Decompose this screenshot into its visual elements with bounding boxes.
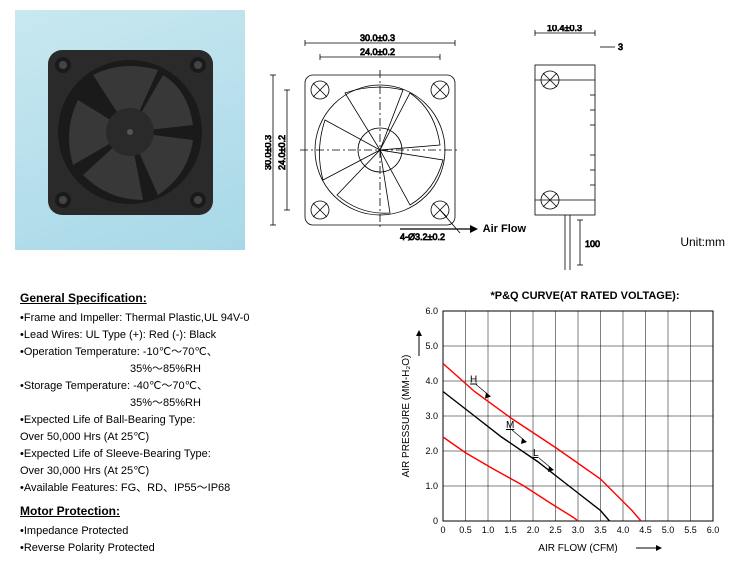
- svg-text:3.0: 3.0: [572, 525, 585, 535]
- front-view-drawing: 30.0±0.3 24.0±0.2 30.0±0.3 24.0±0.2: [265, 25, 475, 275]
- side-view-drawing: 10.4±0.3 3 100: [505, 25, 665, 275]
- svg-text:2.0: 2.0: [527, 525, 540, 535]
- svg-text:100: 100: [585, 239, 600, 249]
- svg-text:6.0: 6.0: [707, 525, 720, 535]
- svg-text:5.5: 5.5: [684, 525, 697, 535]
- svg-text:5.0: 5.0: [662, 525, 675, 535]
- spec-item: •Storage Temperature: -40℃～70℃、: [20, 379, 370, 395]
- svg-text:1.5: 1.5: [504, 525, 517, 535]
- svg-text:2.5: 2.5: [549, 525, 562, 535]
- svg-text:AIR FLOW (CFM): AIR FLOW (CFM): [538, 543, 617, 554]
- pq-curve-chart: *P&Q CURVE(AT RATED VOLTAGE): 0 0.5 1.0 1.5…: [395, 290, 735, 559]
- specifications: General Specification: •Frame and Impell…: [20, 290, 370, 559]
- svg-text:6.0: 6.0: [425, 306, 438, 316]
- spec-heading-motor: Motor Protection:: [20, 503, 370, 520]
- spec-item: Over 50,000 Hrs (At 25℃): [20, 430, 370, 446]
- unit-label: Unit:mm: [680, 235, 725, 249]
- svg-text:4.0: 4.0: [425, 376, 438, 386]
- spec-item: •Frame and Impeller: Thermal Plastic,UL …: [20, 311, 370, 327]
- svg-text:M: M: [506, 420, 514, 431]
- spec-item: •Operation Temperature: -10℃～70℃、: [20, 345, 370, 361]
- svg-text:H: H: [470, 375, 477, 386]
- svg-text:10.4±0.3: 10.4±0.3: [547, 25, 582, 33]
- svg-text:24.0±0.2: 24.0±0.2: [360, 47, 395, 57]
- svg-text:4.5: 4.5: [639, 525, 652, 535]
- svg-text:1.0: 1.0: [482, 525, 495, 535]
- svg-text:30.0±0.3: 30.0±0.3: [265, 135, 273, 170]
- svg-text:4.0: 4.0: [617, 525, 630, 535]
- product-photo: [15, 10, 245, 250]
- chart-title: *P&Q CURVE(AT RATED VOLTAGE):: [435, 290, 735, 302]
- spec-item: 35%～85%RH: [20, 396, 370, 412]
- svg-text:AIR PRESSURE (MM-H₂O): AIR PRESSURE (MM-H₂O): [401, 355, 412, 478]
- svg-text:2.0: 2.0: [425, 446, 438, 456]
- spec-item: •Lead Wires: UL Type (+): Red (-): Black: [20, 328, 370, 344]
- svg-text:0: 0: [440, 525, 445, 535]
- spec-item: Over 30,000 Hrs (At 25℃): [20, 464, 370, 480]
- svg-text:5.0: 5.0: [425, 341, 438, 351]
- svg-text:3.0: 3.0: [425, 411, 438, 421]
- spec-item: •Available Features: FG、RD、IP55～IP68: [20, 481, 370, 497]
- svg-text:3: 3: [618, 42, 623, 52]
- svg-text:0: 0: [433, 516, 438, 526]
- spec-item: •Expected Life of Ball-Bearing Type:: [20, 413, 370, 429]
- svg-text:24.0±0.2: 24.0±0.2: [277, 135, 287, 170]
- svg-text:1.0: 1.0: [425, 481, 438, 491]
- spec-heading-general: General Specification:: [20, 290, 370, 307]
- svg-text:30.0±0.3: 30.0±0.3: [360, 33, 395, 43]
- spec-item: 35%～85%RH: [20, 362, 370, 378]
- svg-text:0.5: 0.5: [459, 525, 472, 535]
- airflow-label: Air Flow: [400, 222, 526, 236]
- spec-item: •Impedance Protected: [20, 524, 370, 540]
- svg-text:L: L: [533, 448, 539, 459]
- chart-plot: 0 0.5 1.0 1.5 2.0 2.5 3.0 3.5 4.0 4.5 5.0 5.5 6.0 0 1.…: [395, 306, 725, 556]
- svg-text:3.5: 3.5: [594, 525, 607, 535]
- fan-render: [43, 45, 218, 220]
- spec-item: •Reverse Polarity Protected: [20, 541, 370, 557]
- spec-item: •Expected Life of Sleeve-Bearing Type:: [20, 447, 370, 463]
